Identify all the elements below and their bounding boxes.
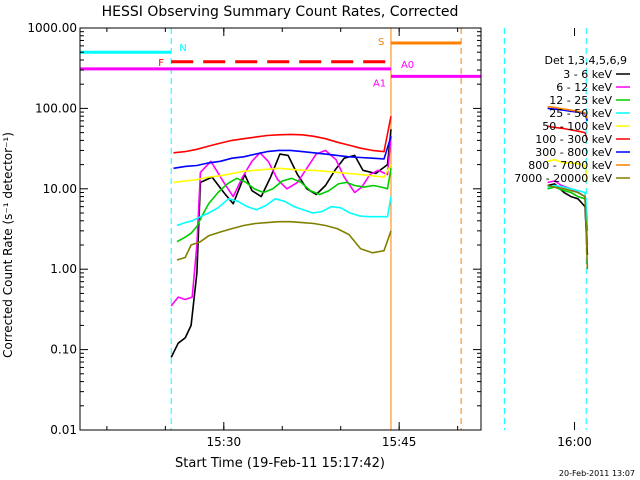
legend-entry-label: 300 - 800 keV xyxy=(535,146,612,159)
series-line xyxy=(173,164,392,184)
series-line xyxy=(170,129,392,358)
y-tick-label: 1000.00 xyxy=(27,21,77,35)
y-axis-label: Corrected Count Rate (s⁻¹ detector⁻¹) xyxy=(1,132,15,358)
legend-entry-label: 7000 - 20000 keV xyxy=(514,172,612,185)
x-axis-label: Start Time (19-Feb-11 15:17:42) xyxy=(175,456,385,471)
series-line xyxy=(547,158,589,183)
x-tick-label: 15:45 xyxy=(382,435,417,449)
legend-title: Det 1,3,4,5,6,9 xyxy=(544,54,627,67)
series-line xyxy=(176,196,392,227)
footer-date: 20-Feb-2011 13:07 xyxy=(559,469,635,478)
series-line xyxy=(173,116,392,154)
legend-entry-label: 25 - 50 keV xyxy=(549,107,612,120)
axes: 0.01 0.10 1.00 10.00 100.00 1000.00 15:30 15:45… xyxy=(27,21,592,449)
y-tick-label: 1.00 xyxy=(50,262,77,276)
night-label: N xyxy=(179,43,186,54)
series-line xyxy=(173,136,392,170)
annotation-layer: N F S A0 A1 xyxy=(80,28,587,430)
saa-label: S xyxy=(378,37,384,48)
y-tick-label: 0.10 xyxy=(50,343,77,357)
series-line xyxy=(176,220,392,261)
legend-entry-label: 12 - 25 keV xyxy=(549,94,612,107)
series-line xyxy=(547,184,589,221)
series-line xyxy=(176,168,392,243)
attenuator-label: A1 xyxy=(373,78,386,89)
x-tick-label: 16:00 xyxy=(557,435,592,449)
chart-title: HESSI Observing Summary Count Rates, Cor… xyxy=(102,4,459,20)
series-line xyxy=(170,136,392,307)
series-line xyxy=(547,180,589,246)
series-line xyxy=(547,105,589,119)
legend-entry-label: 6 - 12 keV xyxy=(556,81,612,94)
series-layer xyxy=(170,105,589,358)
attenuator-label: A0 xyxy=(401,60,414,71)
y-tick-label: 100.00 xyxy=(35,101,77,115)
legend-entry-label: 800 - 7000 keV xyxy=(528,159,612,172)
series-line xyxy=(547,125,589,141)
legend-entry-label: 50 - 100 keV xyxy=(542,120,612,133)
legend-entry-label: 100 - 300 keV xyxy=(535,133,612,146)
plot-frame xyxy=(79,27,482,431)
x-tick-label: 15:30 xyxy=(207,435,242,449)
series-line xyxy=(547,184,589,270)
y-tick-label: 10.00 xyxy=(43,182,77,196)
flare-label: F xyxy=(158,58,164,69)
y-tick-label: 0.01 xyxy=(50,423,77,437)
legend-entry-label: 3 - 6 keV xyxy=(563,68,612,81)
